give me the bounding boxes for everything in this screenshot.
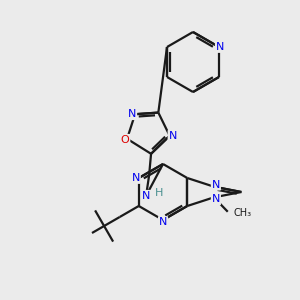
- Text: H: H: [155, 188, 163, 198]
- Text: N: N: [212, 180, 220, 190]
- Text: N: N: [216, 42, 224, 52]
- Text: N: N: [132, 173, 140, 183]
- Text: N: N: [212, 194, 220, 204]
- Text: N: N: [142, 191, 150, 201]
- Text: N: N: [159, 217, 167, 227]
- Text: N: N: [128, 109, 136, 119]
- Text: N: N: [169, 131, 177, 141]
- Text: O: O: [121, 135, 130, 145]
- Text: CH₃: CH₃: [234, 208, 252, 218]
